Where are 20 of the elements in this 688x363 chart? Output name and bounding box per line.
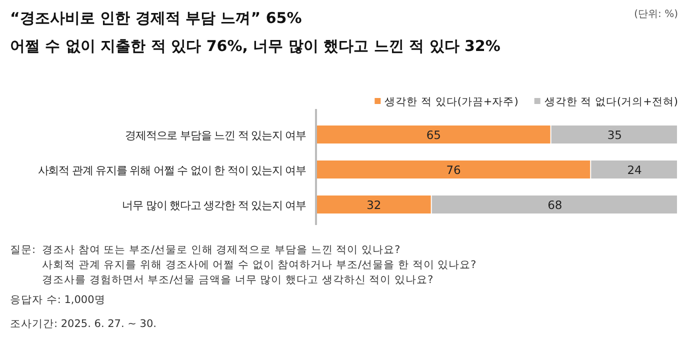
category: 경제적으로 부담을 느낀 적 있는지 여부 [125, 129, 306, 142]
legend: 생각한 적 있다(가끔+자주) [384, 96, 518, 108]
data-label: 35 [607, 128, 622, 142]
annotation: 경조사를 경험하면서 부조/선물 금액을 너무 많이 했다고 생각하신 적이 있나요? [42, 274, 434, 286]
data-label: 65 [426, 128, 441, 142]
data-label: 32 [366, 198, 382, 212]
subtitle: 어쩔 수 없이 지출한 적 있다 76%, 너무 많이 했다고 느낀 적 있다 32% [10, 37, 500, 55]
annotation: 응답자 수: 1,000명 [10, 294, 106, 306]
category: 너무 많이 했다고 생각한 적 있는지 여부 [122, 199, 306, 212]
legend: 생각한 적 없다(거의+전혀) [544, 96, 678, 108]
data-label: 68 [548, 198, 562, 212]
data-label: 24 [627, 163, 642, 177]
annotation: (단위: %) [634, 9, 678, 20]
data-label: 76 [446, 163, 461, 177]
annotation: 조사기간: 2025. 6. 27. ~ 30. [10, 318, 156, 330]
annotation: 경조사 참여 또는 부조/선물로 인해 경제적으로 부담을 느낀 적이 있나요? [42, 244, 400, 256]
annotation: 질문: [10, 244, 36, 256]
annotation: 사회적 관계 유지를 위해 경조사에 어쩔 수 없이 참여하거나 부조/선물을 한 적이 있나요? [42, 259, 476, 271]
title: “경조사비로 인한 경제적 부담 느껴” 65% [10, 9, 302, 27]
category: 사회적 관계 유지를 위해 어쩔 수 없이 한 적이 있는지 여부 [38, 164, 306, 177]
